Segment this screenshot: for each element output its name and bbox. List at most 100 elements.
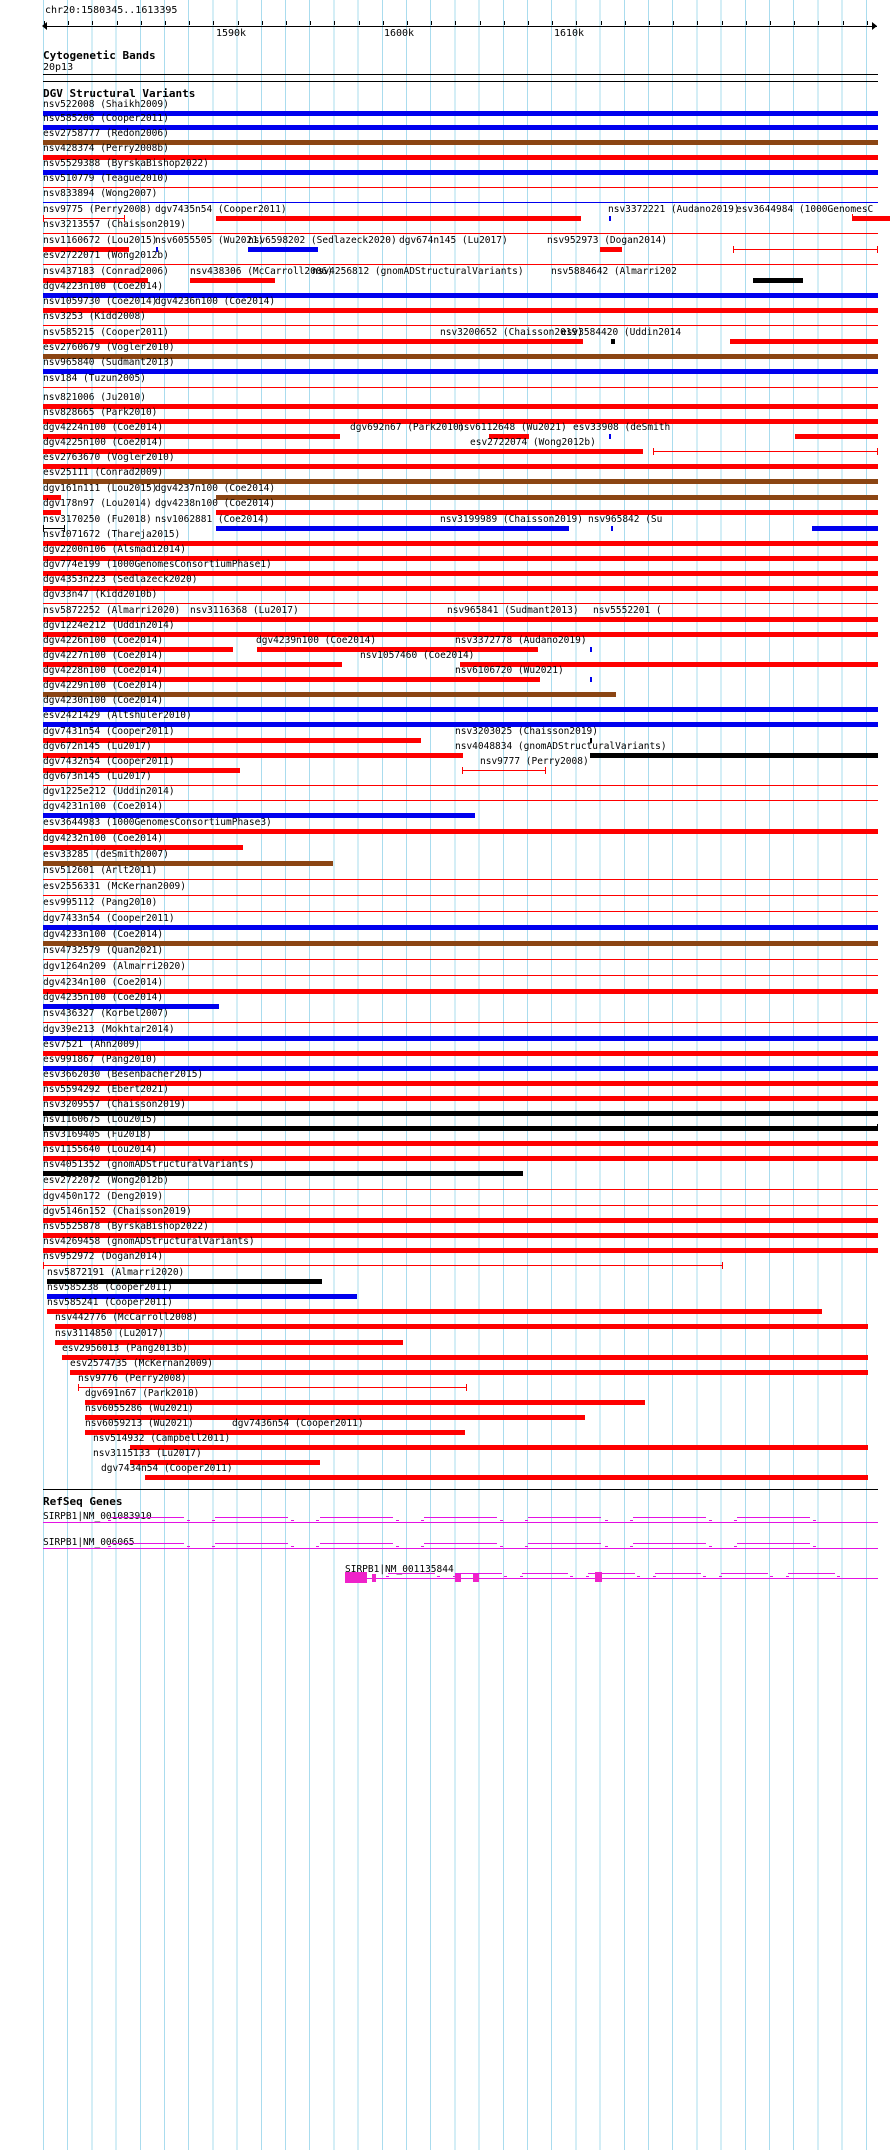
gene-exon[interactable] [455,1574,461,1582]
variant-label[interactable]: nsv4256812 (gnomADStructuralVariants) [312,266,524,277]
variant-label[interactable]: dgv7436n54 (Cooper2011) [232,1418,364,1429]
variant-bar[interactable] [43,1081,878,1086]
variant-bar[interactable] [43,387,878,388]
variant-bar[interactable] [216,526,569,531]
variant-label[interactable]: nsv585206 (Cooper2011) [43,113,169,124]
variant-bar[interactable] [611,339,615,344]
variant-label[interactable]: esv2556331 (McKernan2009) [43,881,186,892]
variant-bar[interactable] [43,959,878,960]
variant-label[interactable]: nsv4051352 (gnomADStructuralVariants) [43,1159,255,1170]
variant-label[interactable]: dgv4233n100 (Coe2014) [43,929,164,940]
variant-bar[interactable] [43,1036,878,1041]
variant-bar[interactable] [43,170,878,175]
variant-bar[interactable] [43,1233,878,1238]
gene-exon[interactable] [595,1572,602,1582]
variant-label[interactable]: nsv4048834 (gnomADStructuralVariants) [455,741,667,752]
variant-label[interactable]: nsv184 (Tuzun2005) [43,373,146,384]
variant-label[interactable]: nsv3253 (Kidd2008) [43,311,146,322]
variant-bar[interactable] [43,586,878,591]
variant-label[interactable]: nsv442776 (McCarroll2008) [55,1312,198,1323]
variant-label[interactable]: nsv5552201 ( [593,605,662,616]
variant-bar[interactable] [590,738,592,743]
variant-bar[interactable] [43,1022,878,1023]
variant-label[interactable]: nsv965840 (Sudmant2013) [43,357,175,368]
variant-label[interactable]: esv2956013 (Pang2013b) [62,1343,188,1354]
variant-bar[interactable] [611,526,613,531]
variant-bar[interactable] [43,911,878,912]
variant-label[interactable]: dgv1224e212 (Uddin2014) [43,620,175,631]
left-arrow-icon[interactable] [42,22,47,30]
variant-bar[interactable] [248,247,318,252]
variant-bar[interactable] [590,677,592,682]
variant-label[interactable]: dgv4234n100 (Coe2014) [43,977,164,988]
variant-label[interactable]: nsv4269458 (gnomADStructuralVariants) [43,1236,255,1247]
variant-bar[interactable] [730,339,878,344]
variant-bar[interactable] [43,354,878,359]
variant-bar[interactable] [795,434,878,439]
variant-label[interactable]: nsv6598202 (Sedlazeck2020) [248,235,397,246]
variant-label[interactable]: dgv1264n209 (Almarri2020) [43,961,186,972]
variant-label[interactable]: nsv6112648 (Wu2021) [458,422,567,433]
variant-bar[interactable] [43,925,878,930]
variant-label[interactable]: nsv9777 (Perry2008) [480,756,589,767]
variant-label[interactable]: nsv6055286 (Wu2021) [85,1403,194,1414]
variant-bar[interactable] [156,247,158,252]
variant-label[interactable]: nsv1057460 (Coe2014) [360,650,475,661]
variant-label[interactable]: nsv821006 (Ju2010) [43,392,146,403]
gene-exon[interactable] [372,1574,376,1582]
variant-label[interactable]: nsv1071672 (Thareja2015) [43,529,181,540]
variant-label[interactable]: nsv1160672 (Lou2015) [43,235,158,246]
variant-bar[interactable] [43,325,878,326]
variant-label[interactable]: dgv4231n100 (Coe2014) [43,801,164,812]
variant-label[interactable]: nsv3200652 (Chaisson2019) [440,327,583,338]
variant-label[interactable]: dgv774e199 (1000GenomesConsortiumPhase1) [43,559,272,570]
variant-bar[interactable] [43,369,878,374]
variant-label[interactable]: esv2758777 (Redon2006) [43,128,169,139]
variant-label[interactable]: dgv674n145 (Lu2017) [399,235,508,246]
variant-label[interactable]: nsv438306 (McCarroll2006) [190,266,333,277]
variant-bar[interactable] [43,800,878,801]
variant-label[interactable]: dgv450n172 (Deng2019) [43,1191,164,1202]
variant-label[interactable]: esv2763670 (Vogler2010) [43,452,175,463]
variant-label[interactable]: esv2722074 (Wong2012b) [470,437,596,448]
variant-bar[interactable] [43,434,340,439]
variant-bar[interactable] [43,647,233,652]
variant-bar[interactable] [43,1171,523,1176]
variant-bar[interactable] [43,1156,878,1161]
variant-bar[interactable] [43,677,540,682]
variant-bar[interactable] [590,753,878,758]
variant-bar[interactable] [43,218,125,219]
variant-bar[interactable] [852,216,890,221]
variant-label[interactable]: dgv7431n54 (Cooper2011) [43,726,175,737]
variant-bar[interactable] [43,449,643,454]
variant-label[interactable]: esv2722072 (Wong2012b) [43,1175,169,1186]
variant-label[interactable]: nsv428374 (Perry2008b) [43,143,169,154]
variant-bar[interactable] [43,187,878,188]
gene-exon[interactable] [473,1574,479,1582]
variant-label[interactable]: dgv4224n100 (Coe2014) [43,422,164,433]
variant-bar[interactable] [43,528,65,529]
variant-bar[interactable] [47,1309,822,1314]
variant-bar[interactable] [85,1430,465,1435]
variant-bar[interactable] [43,753,463,758]
variant-label[interactable]: dgv7435n54 (Cooper2011) [155,204,287,215]
variant-bar[interactable] [43,495,61,500]
variant-label[interactable]: dgv4228n100 (Coe2014) [43,665,164,676]
variant-bar[interactable] [43,1265,723,1266]
variant-label[interactable]: dgv691n67 (Park2010) [85,1388,200,1399]
variant-bar[interactable] [55,1324,868,1329]
variant-bar[interactable] [43,1248,878,1253]
variant-bar[interactable] [47,1279,322,1284]
variant-label[interactable]: nsv522008 (Shaikh2009) [43,99,169,110]
right-arrow-icon[interactable] [872,22,877,30]
variant-bar[interactable] [609,434,611,439]
variant-label[interactable]: nsv4732579 (Quan2021) [43,945,164,956]
variant-bar[interactable] [753,278,803,283]
variant-bar[interactable] [216,495,878,500]
variant-label[interactable]: nsv6059213 (Wu2021) [85,1418,194,1429]
variant-label[interactable]: esv2760679 (Vogler2010) [43,342,175,353]
variant-label[interactable]: dgv4235n100 (Coe2014) [43,992,164,1003]
variant-bar[interactable] [43,556,878,561]
variant-label[interactable]: nsv585215 (Cooper2011) [43,327,169,338]
variant-label[interactable]: dgv4237n100 (Coe2014) [155,483,276,494]
